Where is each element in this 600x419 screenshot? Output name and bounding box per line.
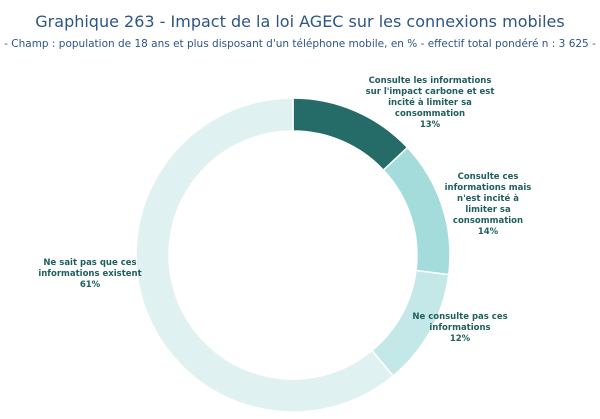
segment-label: Ne sait pas que ces informations existen…	[35, 258, 145, 291]
value-label: 12%	[449, 334, 471, 344]
chart-title: Graphique 263 - Impact de la loi AGEC su…	[35, 12, 565, 31]
donut-segment	[135, 97, 395, 413]
chart-subtitle: - Champ : population de 18 ans et plus d…	[4, 38, 596, 50]
category-label: Ne consulte pas ces informations	[412, 312, 508, 333]
category-label: Ne sait pas que ces informations existen…	[38, 258, 142, 279]
value-label: 14%	[477, 227, 499, 237]
category-label: Consulte ces informations mais n'est inc…	[444, 172, 532, 226]
category-label: Consulte les informations sur l'impact c…	[365, 76, 495, 119]
value-label: 13%	[419, 120, 441, 130]
segment-label: Ne consulte pas ces informations 12%	[410, 312, 510, 345]
value-label: 61%	[79, 280, 101, 290]
segment-label: Consulte les informations sur l'impact c…	[360, 76, 500, 131]
segment-label: Consulte ces informations mais n'est inc…	[440, 172, 536, 238]
